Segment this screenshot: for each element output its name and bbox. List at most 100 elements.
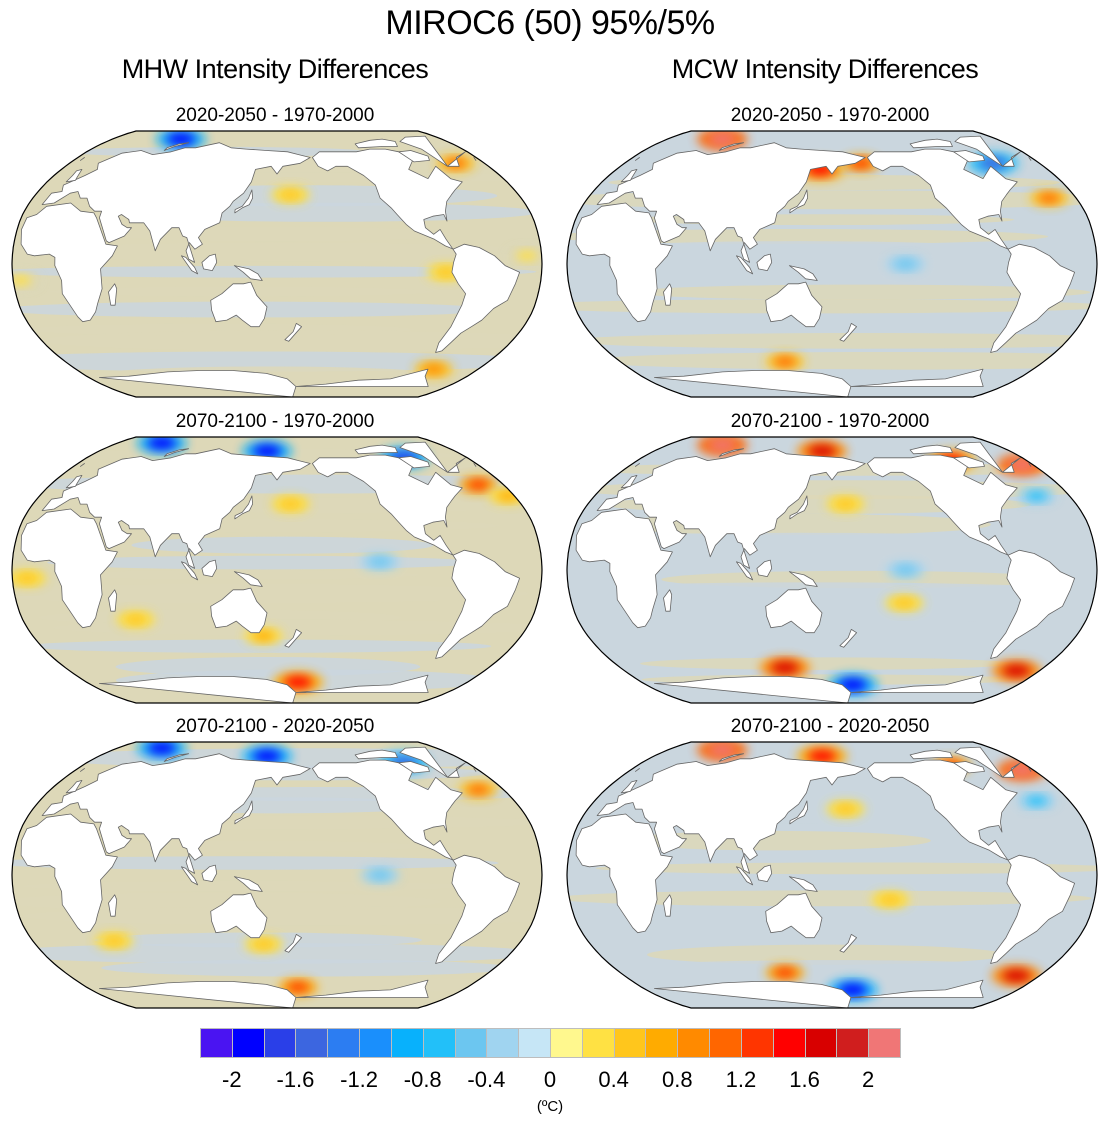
colorbar-swatch (581, 1028, 615, 1058)
map-border (566, 436, 1098, 704)
colorbar-swatch (422, 1028, 456, 1058)
land-antarctica (654, 674, 984, 703)
land-japan (789, 495, 808, 520)
map-panel-mcw-3 (566, 741, 1098, 1009)
colorbar-tick-label: -0.8 (403, 1067, 442, 1092)
land-south-america (435, 549, 520, 659)
land-south-america (435, 243, 520, 353)
colorbar-swatch (231, 1028, 265, 1058)
value-band (584, 621, 1097, 633)
value-patch (808, 749, 837, 763)
land-south-america (990, 854, 1075, 964)
panel-subtitle-mhw-1: 2020-2050 - 1970-2000 (175, 105, 375, 126)
value-band (600, 135, 1097, 155)
land-japan (234, 189, 253, 214)
ocean-field (567, 742, 1097, 1008)
land-madagascar (108, 589, 118, 612)
value-patch (515, 250, 538, 261)
colorbar-swatch (709, 1028, 742, 1058)
land-eurasia (596, 142, 866, 263)
value-band (567, 582, 1092, 601)
colorbar-swatch (518, 1028, 551, 1058)
value-patch (279, 189, 302, 200)
land-eurasia (41, 142, 311, 263)
value-band (15, 242, 542, 262)
land-iceland (635, 157, 1032, 161)
panel-subtitle-mhw-2: 2070-2100 - 1970-2000 (175, 411, 375, 432)
value-patch (1038, 193, 1061, 204)
land-uk (65, 169, 83, 183)
land-madagascar (663, 283, 673, 306)
land-sumatra (181, 561, 199, 581)
land-baffin (953, 761, 985, 774)
land-madagascar (663, 589, 673, 612)
panel-subtitle-mcw-2: 2070-2100 - 1970-2000 (730, 411, 930, 432)
colorbar-swatch (868, 1028, 901, 1058)
land-borneo (756, 559, 773, 577)
land-uk (65, 780, 83, 794)
land-australia (210, 892, 268, 939)
value-patch (708, 438, 737, 452)
value-band (52, 619, 542, 636)
value-patch (879, 894, 902, 905)
land-south-america (990, 549, 1075, 659)
colorbar-swatch (390, 1028, 424, 1058)
land-new-guinea (233, 876, 263, 892)
colorbar-swatch (550, 1028, 583, 1058)
value-patch (284, 675, 313, 689)
value-patch (279, 499, 302, 510)
map-panel-mcw-2 (566, 436, 1098, 704)
land-svalbard-novaya (718, 753, 744, 762)
land-japan (789, 189, 808, 214)
land-greenland (399, 135, 466, 167)
value-band (591, 960, 1074, 981)
land-africa (20, 813, 118, 934)
value-band (586, 351, 1097, 370)
map-panel-mhw-2 (11, 436, 543, 704)
ocean-field (567, 131, 1097, 397)
value-band (567, 258, 988, 278)
map-border (11, 741, 543, 1009)
value-patch (834, 804, 857, 815)
colorbar-tick-label: 0.4 (598, 1067, 629, 1092)
land-new-zealand (284, 934, 302, 953)
land-madagascar (108, 283, 118, 306)
colorbar-tick-label: -1.6 (276, 1067, 315, 1092)
value-band (589, 316, 1057, 331)
land-iceland (80, 768, 477, 772)
value-band (678, 641, 1091, 658)
value-band (100, 840, 426, 853)
land-eurasia (41, 753, 311, 874)
land-baffin (953, 150, 985, 163)
land-new-guinea (788, 265, 818, 281)
land-baffin (953, 456, 985, 469)
land-baffin (398, 761, 430, 774)
value-band (630, 284, 1091, 300)
column-title-mhw: MHW Intensity Differences (121, 54, 429, 84)
colorbar-swatch (645, 1028, 679, 1058)
land-eurasia (41, 448, 311, 569)
value-patch (287, 982, 310, 993)
value-band (614, 604, 1032, 625)
map-panel-mhw-1 (11, 130, 543, 398)
value-patch (894, 565, 917, 575)
value-band (595, 862, 1097, 875)
land-greenland (399, 441, 466, 473)
colorbar-units: (ºC) (536, 1098, 564, 1115)
value-patch (103, 935, 126, 946)
land-australia (210, 281, 268, 328)
value-patch (894, 259, 917, 269)
land-greenland (954, 441, 1021, 473)
value-patch (893, 598, 916, 608)
colorbar-tick-label: 0 (543, 1067, 557, 1092)
value-patch (834, 499, 857, 510)
land-canadian-archipelago (909, 749, 953, 760)
value-patch (773, 967, 796, 978)
colorbar-swatch (200, 1028, 233, 1058)
value-patch (1002, 969, 1031, 982)
value-band (12, 351, 542, 372)
land-new-guinea (788, 571, 818, 587)
value-band (576, 241, 1024, 260)
colorbar-tick-label: -1.2 (340, 1067, 379, 1092)
land-sumatra (736, 561, 754, 581)
